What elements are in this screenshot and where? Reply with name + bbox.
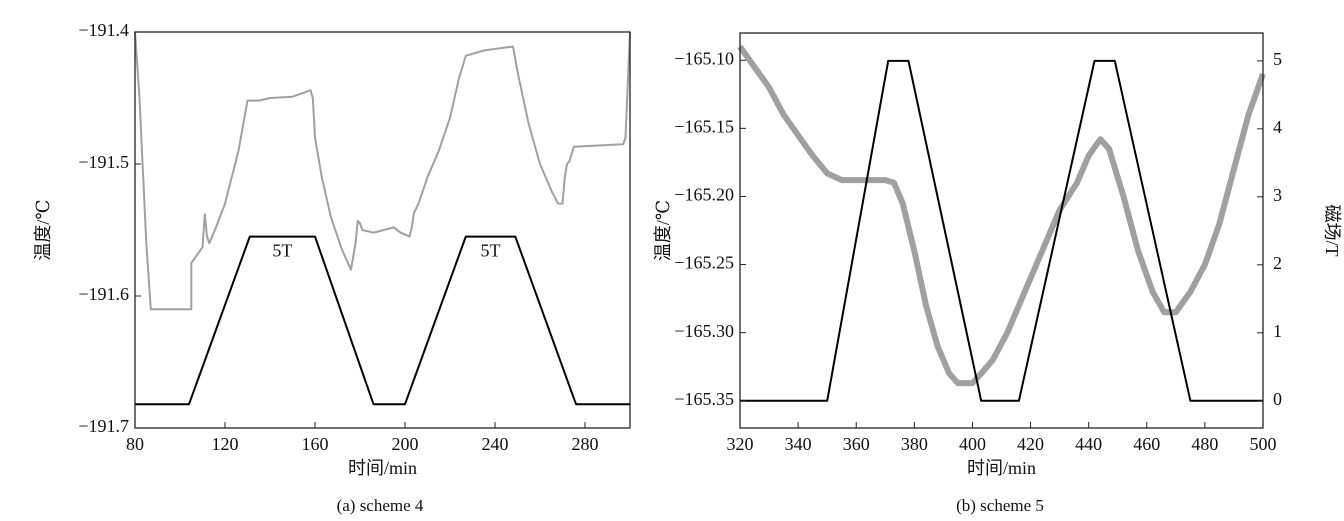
x-tick-label: 500 (1250, 434, 1277, 454)
x-tick-label: 320 (727, 434, 754, 454)
series-line (134, 31, 631, 311)
caption: (a) scheme 4 (337, 496, 424, 515)
annotation: 5T (272, 241, 292, 261)
y-tick-label: −165.15 (674, 116, 734, 136)
y-axis-label: 温度/℃ (653, 200, 673, 261)
x-tick-label: 380 (901, 434, 928, 454)
plot-frame (739, 32, 1264, 429)
y-tick-label: −165.25 (674, 253, 734, 273)
x-axis-label: 时间/min (348, 458, 417, 478)
y-tick-label: −165.10 (674, 48, 734, 68)
y2-tick-label: 1 (1273, 321, 1282, 341)
x-tick-label: 400 (959, 434, 986, 454)
x-tick-label: 200 (392, 434, 419, 454)
series-line (740, 59, 1263, 402)
x-tick-label: 360 (843, 434, 870, 454)
y-tick-label: −165.35 (674, 389, 734, 409)
y2-tick-label: 0 (1273, 389, 1282, 409)
y-tick-label: −165.30 (674, 321, 734, 341)
caption: (b) scheme 5 (956, 496, 1044, 515)
x-tick-label: 240 (482, 434, 509, 454)
x-tick-label: 340 (785, 434, 812, 454)
x-tick-label: 80 (126, 434, 144, 454)
y2-tick-label: 5 (1273, 49, 1282, 69)
plot-frame (134, 31, 631, 429)
x-tick-label: 460 (1133, 434, 1160, 454)
y2-tick-label: 2 (1273, 253, 1282, 273)
x-axis-label: 时间/min (967, 458, 1036, 478)
y-tick-label: −191.4 (78, 20, 129, 40)
x-tick-label: 160 (302, 434, 329, 454)
y2-axis-label: 磁场/T (1322, 205, 1342, 257)
series-line (135, 235, 630, 406)
x-tick-label: 480 (1191, 434, 1218, 454)
y2-tick-label: 4 (1273, 117, 1282, 137)
y2-tick-label: 3 (1273, 185, 1282, 205)
x-tick-label: 120 (212, 434, 239, 454)
y-tick-label: −165.20 (674, 185, 734, 205)
series-line (737, 44, 1266, 387)
annotation: 5T (481, 241, 501, 261)
x-tick-label: 440 (1075, 434, 1102, 454)
x-tick-label: 280 (572, 434, 599, 454)
y-tick-label: −191.7 (78, 416, 129, 436)
x-tick-label: 420 (1017, 434, 1044, 454)
y-tick-label: −191.5 (78, 152, 129, 172)
y-axis-label: 温度/℃ (33, 199, 53, 260)
y-tick-label: −191.6 (78, 284, 129, 304)
